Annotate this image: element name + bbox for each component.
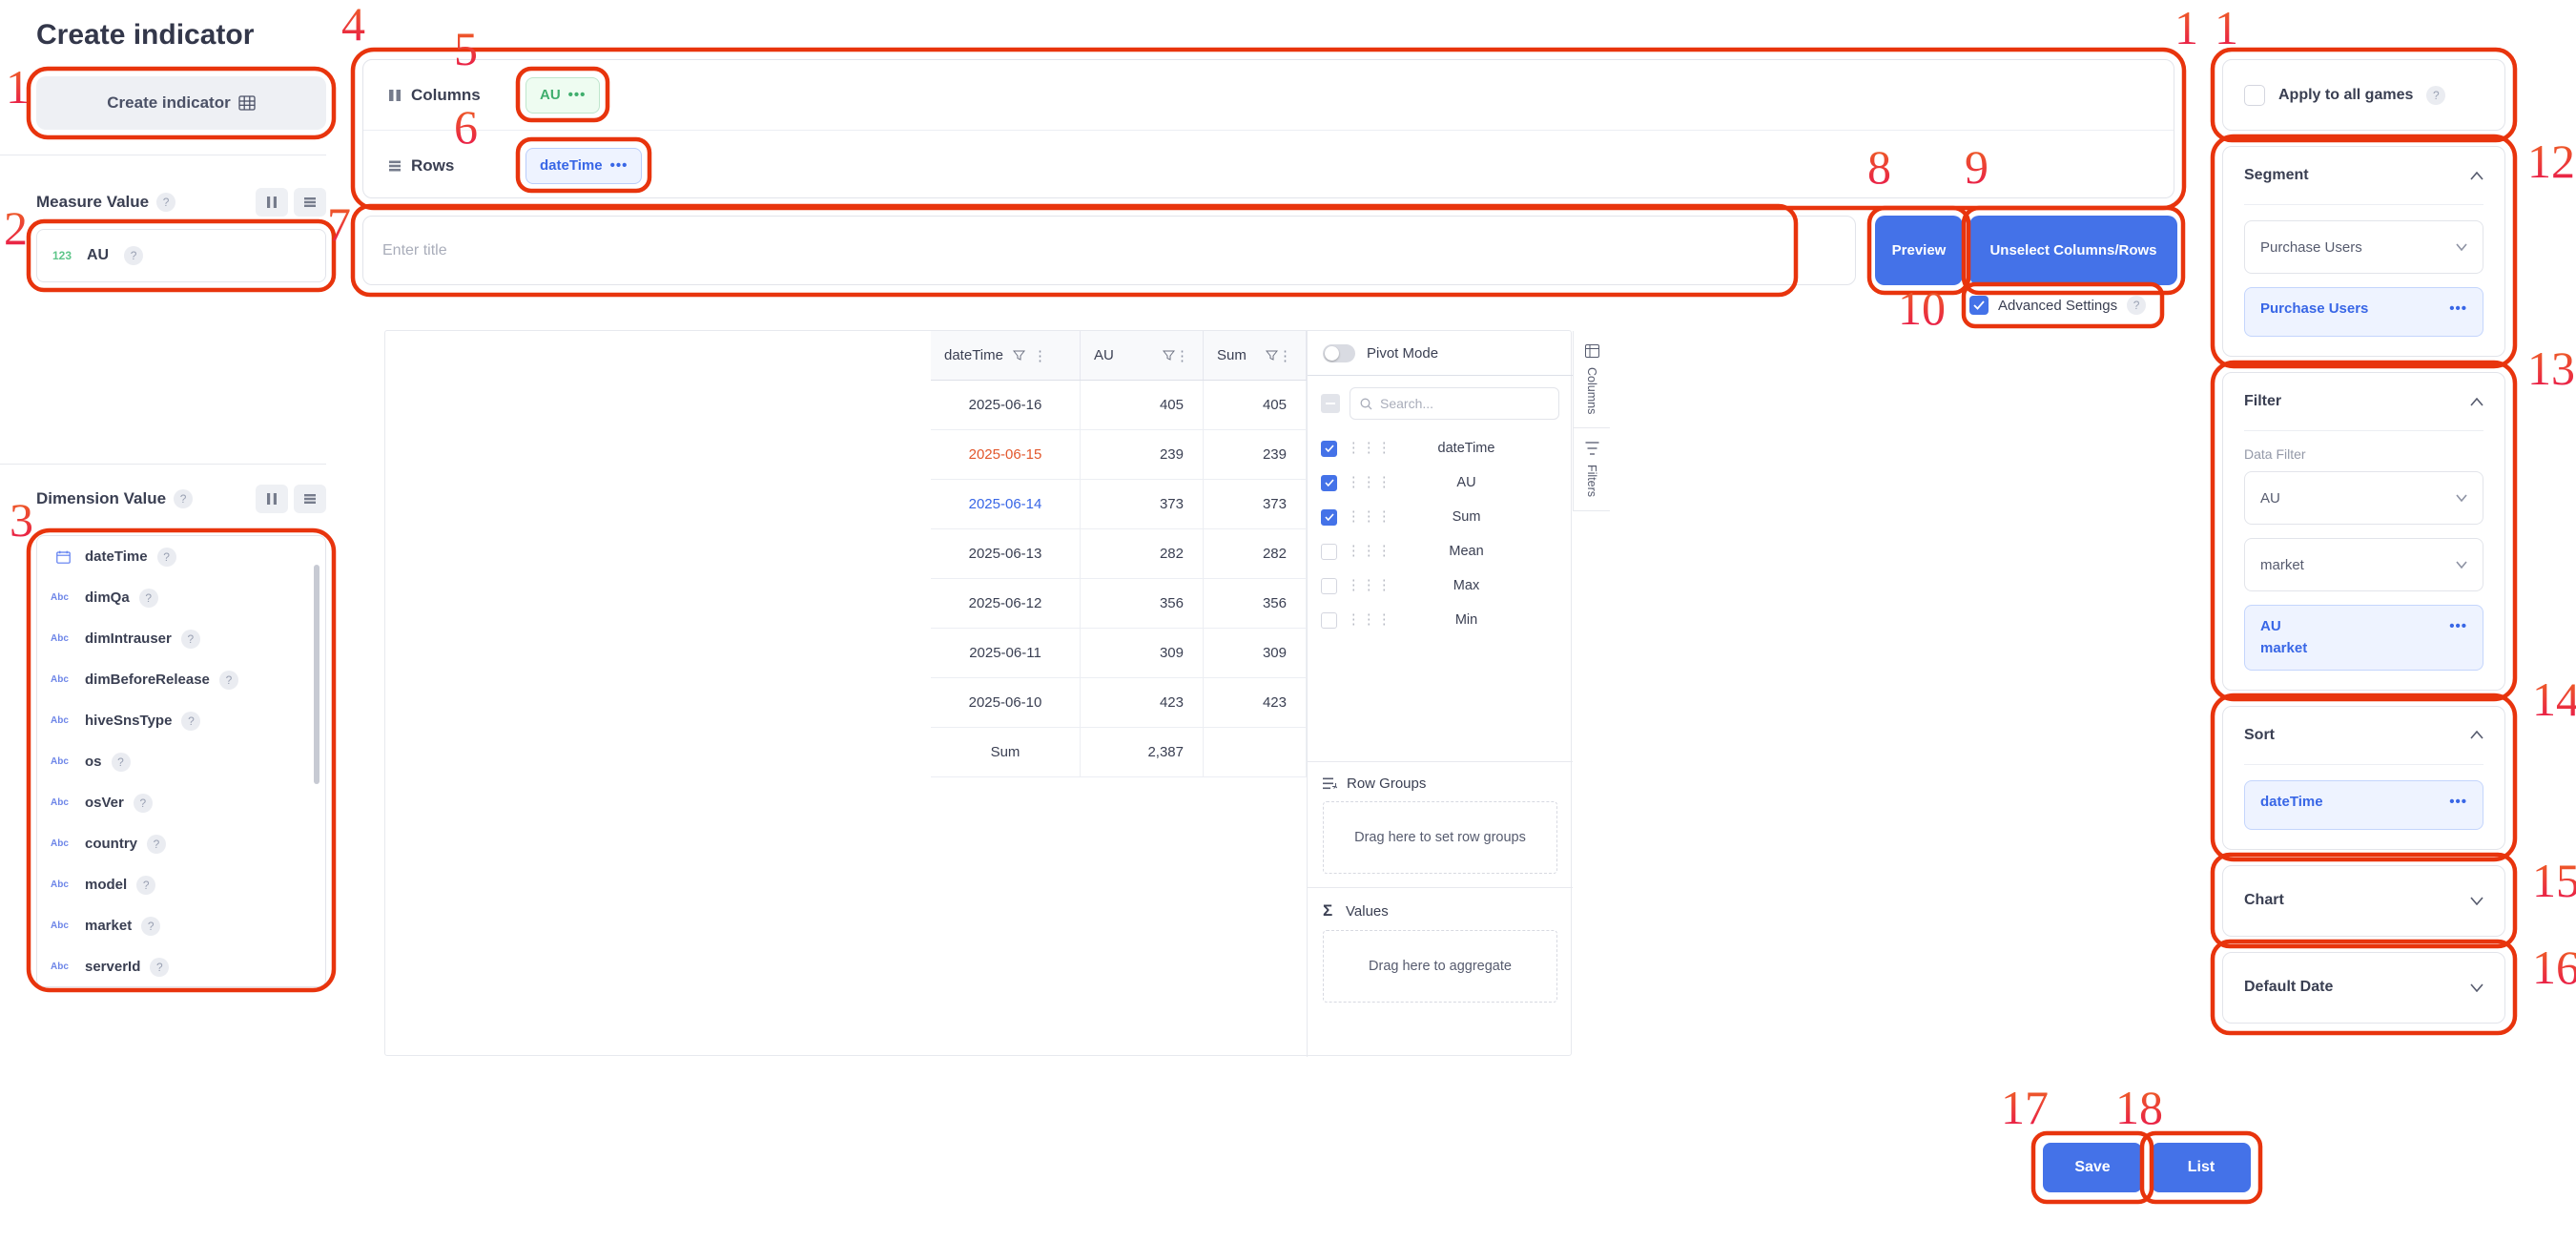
svg-text:16: 16	[2532, 941, 2576, 994]
svg-text:1: 1	[2215, 1, 2238, 54]
svg-text:13: 13	[2527, 341, 2575, 395]
svg-text:4: 4	[341, 0, 365, 51]
svg-text:15: 15	[2532, 854, 2576, 907]
svg-text:17: 17	[2001, 1081, 2049, 1134]
svg-text:2: 2	[4, 201, 28, 255]
svg-text:12: 12	[2527, 134, 2575, 188]
svg-text:18: 18	[2115, 1081, 2163, 1134]
svg-text:7: 7	[327, 197, 351, 251]
svg-text:3: 3	[10, 493, 33, 547]
svg-text:10: 10	[1898, 281, 1946, 335]
svg-text:14: 14	[2532, 672, 2576, 726]
svg-text:1: 1	[2174, 1, 2198, 54]
svg-text:1: 1	[6, 60, 30, 114]
